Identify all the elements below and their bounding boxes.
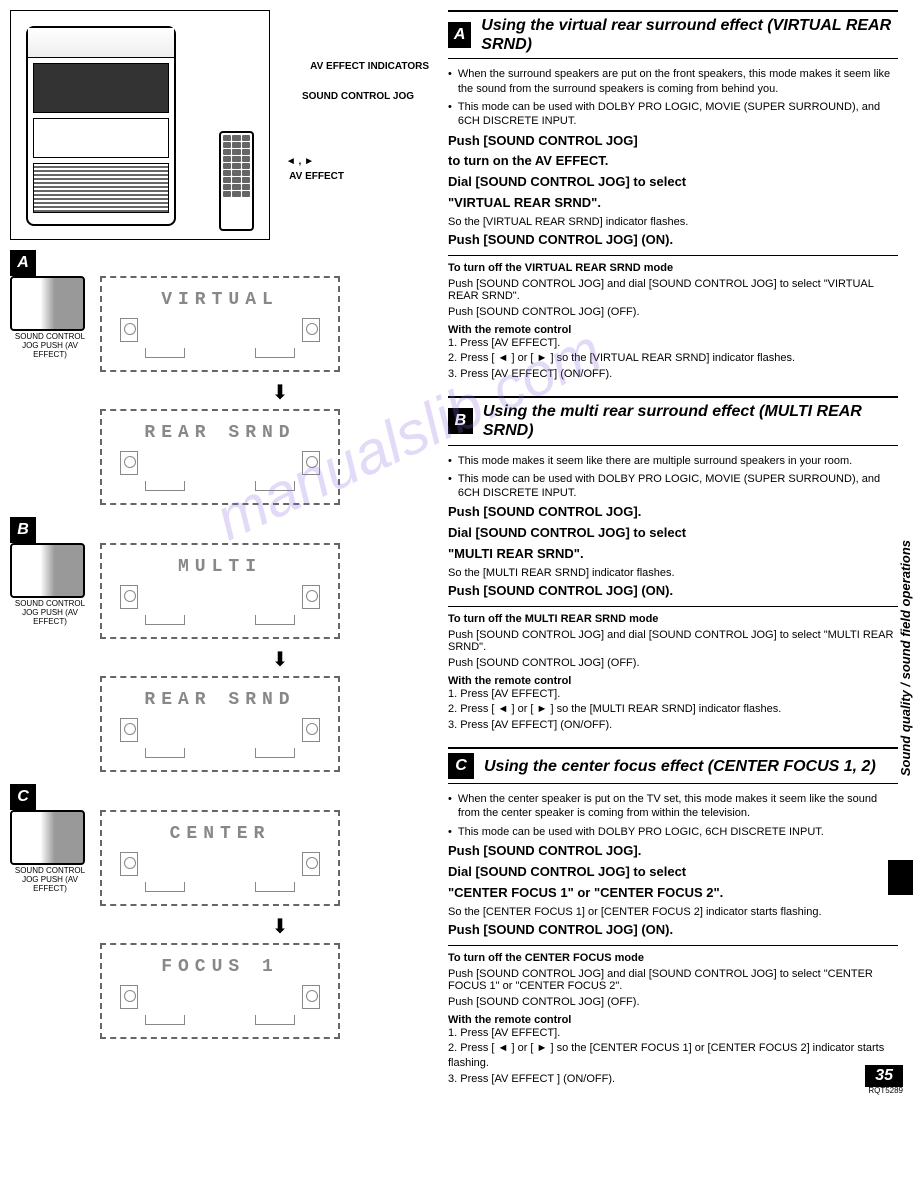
- off-c2: Push [SOUND CONTROL JOG] (OFF).: [448, 996, 898, 1008]
- stereo-diagram: AV EFFECT INDICATORS SOUND CONTROL JOG ◄…: [10, 10, 270, 240]
- jog-control-a: SOUND CONTROL JOG PUSH (AV EFFECT): [10, 276, 90, 359]
- callout-arrows: ◄ , ►: [286, 156, 314, 167]
- remote-title-c: With the remote control: [448, 1014, 898, 1026]
- display-b2: REAR SRND: [100, 676, 340, 772]
- display-text-center: CENTER: [110, 824, 330, 844]
- section-b-letter: B: [448, 408, 473, 434]
- bullet-b2: This mode can be used with DOLBY PRO LOG…: [448, 472, 898, 501]
- display-c2: FOCUS 1: [100, 943, 340, 1039]
- inst-c3: "CENTER FOCUS 1" or "CENTER FOCUS 2".: [448, 885, 898, 902]
- off-b1: Push [SOUND CONTROL JOG] and dial [SOUND…: [448, 629, 898, 653]
- off-a1: Push [SOUND CONTROL JOG] and dial [SOUND…: [448, 278, 898, 302]
- arrow-down-icon: ⬇: [160, 647, 400, 672]
- inst-b2: Dial [SOUND CONTROL JOG] to select: [448, 525, 898, 542]
- remote-title-a: With the remote control: [448, 324, 898, 336]
- remote-title-b: With the remote control: [448, 675, 898, 687]
- section-a-marker: A: [10, 250, 36, 276]
- inst-b3: "MULTI REAR SRND".: [448, 546, 898, 563]
- display-text-multi: MULTI: [110, 557, 330, 577]
- jog-label-c: SOUND CONTROL JOG PUSH (AV EFFECT): [10, 867, 90, 893]
- section-c-title: Using the center focus effect (CENTER FO…: [484, 757, 876, 776]
- doc-code: RQT5289: [868, 1086, 903, 1095]
- display-a1: VIRTUAL: [100, 276, 340, 372]
- stereo-unit-illustration: [26, 26, 176, 226]
- remote-a3: 3. Press [AV EFFECT] (ON/OFF).: [448, 367, 898, 382]
- arrow-down-icon: ⬇: [160, 914, 400, 939]
- bullet-b1: This mode makes it seem like there are m…: [448, 454, 898, 468]
- remote-c1: 1. Press [AV EFFECT].: [448, 1026, 898, 1041]
- display-c1: CENTER: [100, 810, 340, 906]
- section-b-marker: B: [10, 517, 36, 543]
- callout-sound-jog: SOUND CONTROL JOG: [302, 91, 414, 102]
- display-b1: MULTI: [100, 543, 340, 639]
- off-title-c: To turn off the CENTER FOCUS mode: [448, 952, 898, 964]
- jog-control-b: SOUND CONTROL JOG PUSH (AV EFFECT): [10, 543, 90, 626]
- off-b2: Push [SOUND CONTROL JOG] (OFF).: [448, 657, 898, 669]
- bullet-a2: This mode can be used with DOLBY PRO LOG…: [448, 100, 898, 129]
- side-tab-marker: [888, 860, 913, 895]
- page-number: 35: [865, 1065, 903, 1087]
- inst-a4: "VIRTUAL REAR SRND".: [448, 195, 898, 212]
- section-b-header: B Using the multi rear surround effect (…: [448, 396, 898, 445]
- section-a-letter: A: [448, 22, 471, 48]
- remote-a2: 2. Press [ ◄ ] or [ ► ] so the [VIRTUAL …: [448, 351, 898, 366]
- section-c-marker: C: [10, 784, 36, 810]
- remote-illustration: [219, 131, 254, 231]
- off-title-a: To turn off the VIRTUAL REAR SRND mode: [448, 262, 898, 274]
- sub-a1: So the [VIRTUAL REAR SRND] indicator fla…: [448, 216, 898, 228]
- side-tab-label: Sound quality / sound field operations: [898, 540, 913, 776]
- display-a2: REAR SRND: [100, 409, 340, 505]
- inst-a3: Dial [SOUND CONTROL JOG] to select: [448, 174, 898, 191]
- inst-a2: to turn on the AV EFFECT.: [448, 153, 898, 170]
- section-a-title: Using the virtual rear surround effect (…: [481, 16, 898, 54]
- off-c1: Push [SOUND CONTROL JOG] and dial [SOUND…: [448, 968, 898, 992]
- arrow-down-icon: ⬇: [160, 380, 400, 405]
- remote-c2: 2. Press [ ◄ ] or [ ► ] so the [CENTER F…: [448, 1041, 898, 1072]
- display-text-rear-srnd-b: REAR SRND: [110, 690, 330, 710]
- jog-label-b: SOUND CONTROL JOG PUSH (AV EFFECT): [10, 600, 90, 626]
- display-text-focus: FOCUS 1: [110, 957, 330, 977]
- inst-a5: Push [SOUND CONTROL JOG] (ON).: [448, 232, 898, 249]
- remote-b2: 2. Press [ ◄ ] or [ ► ] so the [MULTI RE…: [448, 702, 898, 717]
- section-a-header: A Using the virtual rear surround effect…: [448, 10, 898, 59]
- jog-label-a: SOUND CONTROL JOG PUSH (AV EFFECT): [10, 333, 90, 359]
- callout-av-indicators: AV EFFECT INDICATORS: [310, 61, 429, 72]
- remote-b3: 3. Press [AV EFFECT] (ON/OFF).: [448, 718, 898, 733]
- inst-b1: Push [SOUND CONTROL JOG].: [448, 504, 898, 521]
- inst-c2: Dial [SOUND CONTROL JOG] to select: [448, 864, 898, 881]
- display-text-virtual: VIRTUAL: [110, 290, 330, 310]
- inst-c4: Push [SOUND CONTROL JOG] (ON).: [448, 922, 898, 939]
- sub-c1: So the [CENTER FOCUS 1] or [CENTER FOCUS…: [448, 906, 898, 918]
- inst-a1: Push [SOUND CONTROL JOG]: [448, 133, 898, 150]
- bullet-c1: When the center speaker is put on the TV…: [448, 792, 898, 821]
- jog-control-c: SOUND CONTROL JOG PUSH (AV EFFECT): [10, 810, 90, 893]
- remote-a1: 1. Press [AV EFFECT].: [448, 336, 898, 351]
- section-b-title: Using the multi rear surround effect (MU…: [483, 402, 898, 440]
- section-c-header: C Using the center focus effect (CENTER …: [448, 747, 898, 784]
- remote-b1: 1. Press [AV EFFECT].: [448, 687, 898, 702]
- remote-c3: 3. Press [AV EFFECT ] (ON/OFF).: [448, 1072, 898, 1087]
- bullet-c2: This mode can be used with DOLBY PRO LOG…: [448, 825, 898, 839]
- bullet-a1: When the surround speakers are put on th…: [448, 67, 898, 96]
- callout-av-effect: AV EFFECT: [289, 171, 344, 182]
- inst-c1: Push [SOUND CONTROL JOG].: [448, 843, 898, 860]
- off-title-b: To turn off the MULTI REAR SRND mode: [448, 613, 898, 625]
- display-text-rear-srnd-a: REAR SRND: [110, 423, 330, 443]
- section-c-letter: C: [448, 753, 474, 779]
- inst-b4: Push [SOUND CONTROL JOG] (ON).: [448, 583, 898, 600]
- off-a2: Push [SOUND CONTROL JOG] (OFF).: [448, 306, 898, 318]
- sub-b1: So the [MULTI REAR SRND] indicator flash…: [448, 567, 898, 579]
